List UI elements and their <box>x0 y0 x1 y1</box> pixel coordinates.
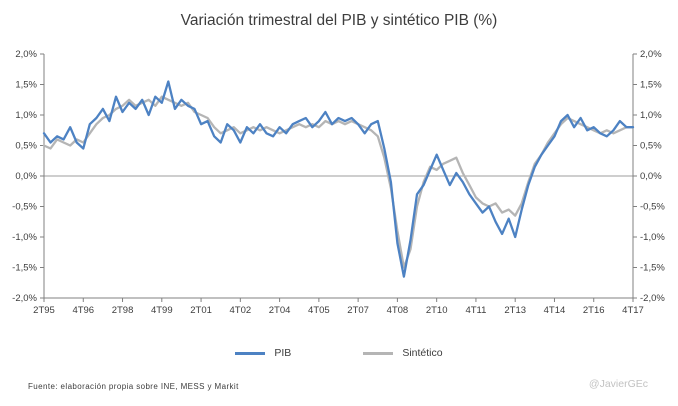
x-tick-label: 4T99 <box>151 305 173 316</box>
y-tick-label-right: 0,5% <box>640 141 662 152</box>
y-tick-label-right: -0,5% <box>640 202 665 213</box>
y-tick-label-left: 2,0% <box>15 49 37 60</box>
x-tick-label: 2T01 <box>190 305 212 316</box>
legend: PIB Sintético <box>0 347 678 359</box>
y-tick-label-right: 1,5% <box>640 80 662 91</box>
x-tick-label: 4T11 <box>465 305 486 316</box>
x-tick-label: 2T07 <box>347 305 369 316</box>
y-tick-label-right: 1,0% <box>640 110 662 121</box>
x-tick-label: 4T96 <box>72 305 94 316</box>
y-tick-label-left: 0,0% <box>15 171 37 182</box>
x-tick-label: 4T08 <box>387 305 409 316</box>
x-tick-label: 4T14 <box>544 305 566 316</box>
source-note: Fuente: elaboración propia sobre INE, ME… <box>28 382 239 391</box>
x-tick-label: 4T17 <box>622 305 644 316</box>
x-tick-label: 4T05 <box>308 305 330 316</box>
sintetico-line-swatch <box>363 351 394 355</box>
plot-area: 2,0% 2,0% 1,5% 1,5% 1,0% 1,0% 0,5% 0,5% 0,0% 0,0%… <box>12 49 665 316</box>
x-tick-label: 2T10 <box>426 305 448 316</box>
legend-item-sintetico: Sintético <box>363 347 443 359</box>
y-tick-label-left: 1,0% <box>15 110 37 121</box>
y-tick-label-left: 0,5% <box>15 141 37 152</box>
y-tick-label-left: -2,0% <box>12 293 37 304</box>
series-line-pib <box>42 80 635 278</box>
series-line-sintetico <box>42 95 635 269</box>
x-tick-label: 2T04 <box>269 305 291 316</box>
x-tick-label: 2T95 <box>33 305 55 316</box>
legend-item-pib: PIB <box>235 347 291 359</box>
credit-handle: @JavierGEc <box>588 378 648 390</box>
chart-title: Variación trimestral del PIB y sintético… <box>180 12 498 29</box>
x-tick-label: 4T02 <box>230 305 252 316</box>
y-tick-label-left: -0,5% <box>12 202 37 213</box>
y-tick-label-right: 2,0% <box>640 49 662 60</box>
legend-label-pib: PIB <box>274 347 292 359</box>
x-tick-label: 2T16 <box>583 305 605 316</box>
x-tick-label: 2T13 <box>504 305 526 316</box>
y-tick-label-right: -1,0% <box>640 232 665 243</box>
y-tick-label-right: 0,0% <box>640 171 662 182</box>
y-tick-label-left: 1,5% <box>15 80 37 91</box>
y-tick-label-right: -2,0% <box>640 293 665 304</box>
pib-line-swatch <box>235 351 266 355</box>
legend-label-sintetico: Sintético <box>402 347 443 359</box>
y-tick-label-left: -1,5% <box>12 263 37 274</box>
y-tick-label-right: -1,5% <box>640 263 665 274</box>
x-tick-label: 2T98 <box>112 305 134 316</box>
y-tick-label-left: -1,0% <box>12 232 37 243</box>
